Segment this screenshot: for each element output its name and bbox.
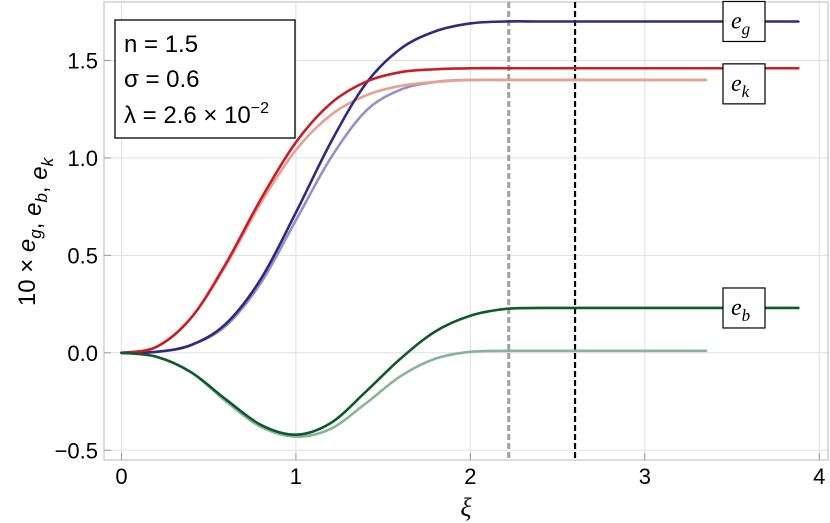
grid (104, 2, 828, 460)
series-lines (120, 20, 800, 438)
y-axis-label-subscript: b (32, 193, 51, 202)
series-label-subscript: g (742, 19, 751, 38)
y-tick-label: 0.5 (67, 243, 98, 268)
series-label-box (722, 0, 766, 43)
series-label-subscript: k (742, 82, 750, 101)
series-label-box (722, 287, 766, 329)
series-label-text: eg (731, 8, 750, 38)
x-axis-label: ξ (460, 493, 472, 522)
y-tick-label: 0.0 (67, 341, 98, 366)
series-label-eg: eg (722, 0, 766, 43)
series-label-main: e (731, 295, 742, 321)
x-tick-label: 2 (464, 464, 476, 489)
x-tick-label: 1 (290, 464, 302, 489)
x-tick-label: 0 (115, 464, 127, 489)
y-tick-labels: −0.5 0.0 0.5 1.0 1.5 (55, 48, 111, 463)
y-axis-label-subscript: k (38, 156, 57, 166)
y-axis-label-part: , (26, 180, 53, 193)
x-tick-labels: 0 1 2 3 4 (115, 453, 825, 489)
series-line-eb (120, 306, 800, 436)
vertical-reference-lines (507, 2, 577, 460)
plot-frame (103, 1, 829, 461)
x-tick-label: 3 (639, 464, 651, 489)
x-tick-label: 4 (813, 464, 825, 489)
series-label-text: ek (731, 71, 750, 101)
y-tick-label: 1.5 (67, 48, 98, 73)
series-label-ek: ek (722, 63, 766, 105)
frame-rect (103, 1, 829, 461)
y-axis-label: 10 × eg, eb, ek (14, 156, 57, 306)
series-line-eg (120, 20, 800, 355)
annotation-box (114, 19, 296, 139)
parameter-annotation: n = 1.5 σ = 0.6 λ = 2.6 × 10−2 (114, 19, 296, 139)
series-label-text: eb (731, 295, 750, 325)
y-axis-label-part: e (26, 166, 53, 179)
series-line-eb_light (120, 349, 708, 438)
y-axis-label-subscript: g (26, 229, 45, 239)
series-label-main: e (731, 71, 742, 97)
y-tick-label: 1.0 (67, 146, 98, 171)
series-label-box (722, 63, 766, 105)
annotation-lambda: λ = 2.6 × 10−2 (124, 100, 269, 129)
annotation-sigma: σ = 0.6 (124, 66, 200, 93)
y-axis-label-part: 10 × (14, 252, 41, 306)
series-label-main: e (731, 8, 742, 34)
annotation-lambda-exponent: −2 (251, 100, 269, 117)
annotation-lambda-base: λ = 2.6 × 10 (124, 102, 251, 129)
y-tick-label: −0.5 (55, 438, 98, 463)
y-axis-label-part: e (14, 239, 41, 252)
y-axis-label-part: , (20, 216, 47, 229)
series-label-eb: eb (722, 287, 766, 329)
series-line-ek (120, 66, 800, 355)
y-axis-label-part: e (20, 203, 47, 216)
annotation-n: n = 1.5 (124, 31, 198, 58)
series-label-subscript: b (742, 306, 751, 325)
